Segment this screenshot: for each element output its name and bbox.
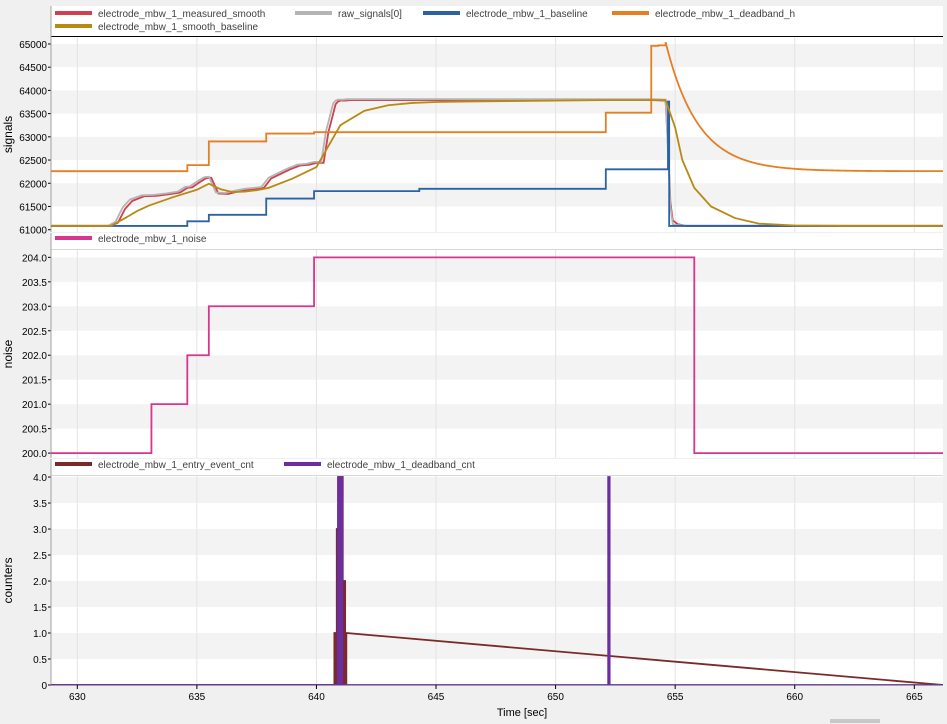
- panel-1-band: [51, 136, 943, 161]
- series-line: [51, 99, 943, 227]
- panel-2-band: [51, 257, 943, 282]
- y-tick-label: 3.0: [33, 525, 47, 536]
- x-tick-label: 660: [786, 692, 803, 703]
- legend-label[interactable]: electrode_mbw_1_deadband_h: [655, 9, 795, 20]
- y-tick-label: 3.5: [33, 499, 47, 510]
- y-tick-label: 204.0: [22, 253, 47, 264]
- legend-label[interactable]: electrode_mbw_1_noise: [98, 234, 207, 245]
- y-tick-label: 203.0: [22, 302, 47, 313]
- y-tick-label: 203.5: [22, 278, 47, 289]
- y-tick-label: 202.5: [22, 327, 47, 338]
- panel-1-band: [51, 43, 943, 68]
- y-tick-label: 65000: [19, 40, 47, 51]
- y-tick-label: 63500: [19, 110, 47, 121]
- panel-3-band: [51, 477, 943, 504]
- x-tick-label: 650: [547, 692, 564, 703]
- series-line: [51, 41, 943, 173]
- y-tick-label: 0.5: [33, 655, 47, 666]
- y-tick-label: 62500: [19, 156, 47, 167]
- x-tick-label: 655: [667, 692, 684, 703]
- y-tick-label: 0: [41, 681, 47, 692]
- series-line: [51, 100, 943, 227]
- y-tick-label: 1.0: [33, 629, 47, 640]
- y-tick-label: 64500: [19, 63, 47, 74]
- series-line: [51, 476, 943, 686]
- y-tick-label: 64000: [19, 86, 47, 97]
- legend-label[interactable]: raw_signals[0]: [338, 9, 402, 20]
- legend-label[interactable]: electrode_mbw_1_smooth_baseline: [98, 22, 259, 33]
- x-tick-label: 645: [428, 692, 445, 703]
- legend-label[interactable]: electrode_mbw_1_measured_smooth: [98, 9, 265, 20]
- y-axis-label: counters: [1, 557, 15, 603]
- x-tick-label: 640: [308, 692, 325, 703]
- x-tick-label: 635: [189, 692, 206, 703]
- panel-2-band: [51, 404, 943, 429]
- y-tick-label: 63000: [19, 133, 47, 144]
- y-tick-label: 200.0: [22, 449, 47, 460]
- horizontal-scrollbar-thumb[interactable]: [830, 719, 880, 723]
- y-tick-label: 61500: [19, 202, 47, 213]
- x-axis-label: Time [sec]: [497, 707, 547, 719]
- panel-3-band: [51, 581, 943, 608]
- panel-2-band: [51, 306, 943, 331]
- y-axis-label: noise: [1, 339, 15, 368]
- panel-1-band: [51, 183, 943, 207]
- legend-label[interactable]: electrode_mbw_1_entry_event_cnt: [98, 460, 254, 471]
- legend-label[interactable]: electrode_mbw_1_deadband_cnt: [327, 460, 475, 471]
- y-tick-label: 62000: [19, 179, 47, 190]
- legend-label[interactable]: electrode_mbw_1_baseline: [466, 9, 588, 20]
- series-line: [51, 256, 943, 455]
- y-tick-label: 2.0: [33, 577, 47, 588]
- y-tick-label: 200.5: [22, 425, 47, 436]
- panel-3-band: [51, 529, 943, 556]
- x-tick-label: 665: [906, 692, 923, 703]
- y-tick-label: 61000: [19, 226, 47, 237]
- panel-2-band: [51, 355, 943, 380]
- y-tick-label: 2.5: [33, 551, 47, 562]
- y-tick-label: 1.5: [33, 603, 47, 614]
- y-tick-label: 202.0: [22, 351, 47, 362]
- x-tick-label: 630: [69, 692, 86, 703]
- y-tick-label: 201.0: [22, 400, 47, 411]
- y-tick-label: 4.0: [33, 473, 47, 484]
- y-tick-label: 201.5: [22, 376, 47, 387]
- y-axis-label: signals: [1, 116, 15, 153]
